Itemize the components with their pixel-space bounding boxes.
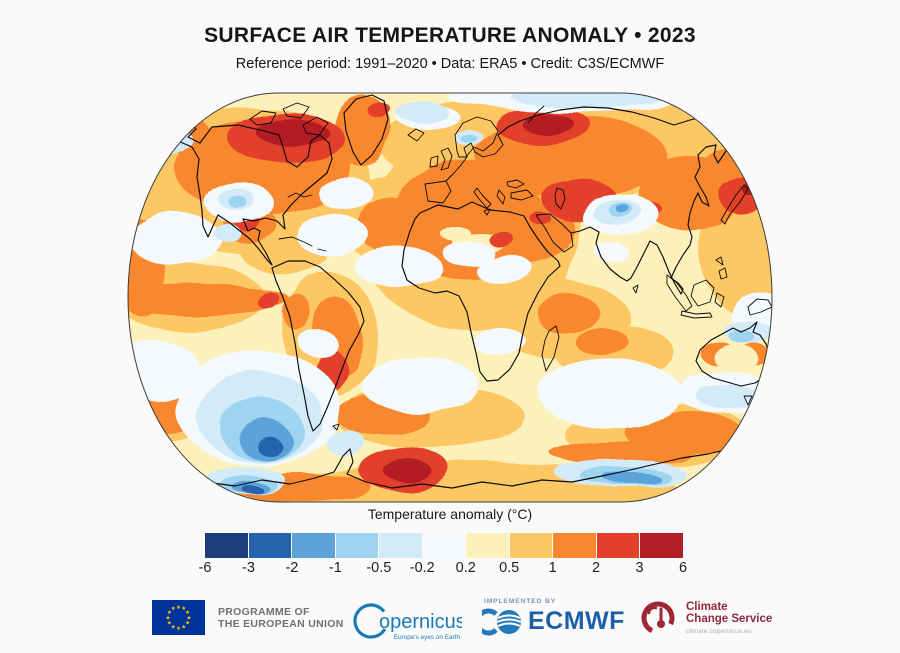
anomaly-world-map bbox=[0, 85, 900, 510]
map-body bbox=[128, 93, 772, 502]
legend-title: Temperature anomaly (°C) bbox=[367, 506, 533, 522]
legend-tick-label: -1 bbox=[328, 560, 342, 576]
copernicus-wordmark: opernicus bbox=[379, 611, 462, 633]
c3s-line1: Climate bbox=[686, 601, 728, 613]
legend-swatch bbox=[422, 533, 466, 558]
svg-text:★: ★ bbox=[166, 615, 171, 621]
legend-swatch bbox=[205, 533, 248, 558]
legend-tick-label: -2 bbox=[285, 560, 299, 576]
legend-ticks: -6 -3 -2 -1 -0.5 -0.2 0.2 0.5 1 2 3 6 bbox=[199, 560, 687, 577]
legend-tick-label: 6 bbox=[678, 560, 688, 576]
legend-swatch bbox=[640, 533, 684, 558]
legend: Temperature anomaly (°C) -6 -3 -2 -1 -0.5 -0.… bbox=[0, 506, 900, 576]
svg-text:★: ★ bbox=[181, 606, 186, 612]
eu-flag-icon: ★ ★★ ★★★ ★★★ ★★★ bbox=[152, 600, 205, 635]
climate-change-service-logo: Climate Change Service climate.copernicu… bbox=[638, 596, 772, 640]
svg-text:★: ★ bbox=[185, 621, 190, 627]
eu-programme-logo: ★ ★ ★ ★ ★ ★ ★ ★ ★ ★ ★ ★ PROGRAMME OF THE EUROPEA… bbox=[152, 600, 344, 635]
svg-text:★: ★ bbox=[167, 621, 172, 627]
svg-text:★: ★ bbox=[171, 624, 176, 630]
footer: ★ ★ ★ ★ ★ ★ ★ ★ ★ ★ ★ ★ PROGRAMME OF THE EUROPEA… bbox=[0, 594, 900, 646]
page-title: SURFACE AIR TEMPERATURE ANOMALY • 2023 bbox=[204, 24, 696, 47]
legend-tick-label: 0.5 bbox=[499, 560, 520, 576]
eu-programme-line2: THE EUROPEAN UNION bbox=[218, 617, 344, 630]
copernicus-tagline: Europe's eyes on Earth bbox=[394, 634, 461, 641]
svg-text:★: ★ bbox=[185, 610, 190, 616]
projection-outline bbox=[127, 92, 773, 503]
svg-text:★: ★ bbox=[171, 606, 176, 612]
legend-swatch bbox=[509, 533, 553, 558]
legend-bar bbox=[205, 533, 684, 558]
copernicus-logo-svg: opernicus Europe's eyes on Earth bbox=[353, 603, 462, 641]
legend-swatch bbox=[466, 533, 509, 558]
svg-text:★: ★ bbox=[187, 615, 192, 621]
svg-text:★: ★ bbox=[176, 626, 181, 632]
legend-tick-label: -0.2 bbox=[409, 560, 435, 576]
eu-programme-line1: PROGRAMME OF bbox=[218, 605, 310, 618]
legend-tick-label: -3 bbox=[242, 560, 255, 576]
implemented-by-label: IMPLEMENTED BY bbox=[484, 598, 556, 605]
ecmwf-globe-icon bbox=[482, 608, 522, 635]
svg-text:★: ★ bbox=[167, 610, 172, 616]
legend-tick-label: -6 bbox=[198, 560, 212, 576]
eu-programme-label: PROGRAMME OF THE EUROPEAN UNION bbox=[218, 606, 344, 630]
legend-tick-label: -0.5 bbox=[366, 560, 392, 576]
legend-swatch bbox=[379, 533, 422, 558]
legend-tick-label: 1 bbox=[548, 560, 557, 576]
legend-tick-label: 3 bbox=[635, 560, 644, 576]
legend-swatch bbox=[292, 533, 335, 558]
world-map-svg bbox=[127, 92, 773, 503]
legend-swatch bbox=[248, 533, 292, 558]
c3s-line2: Change Service bbox=[686, 613, 773, 625]
legend-swatch bbox=[335, 533, 379, 558]
ecmwf-wordmark: ECMWF bbox=[528, 607, 625, 635]
legend-tick-label: 2 bbox=[592, 560, 601, 576]
page-subtitle: Reference period: 1991–2020 • Data: ERA5… bbox=[235, 56, 665, 72]
ecmwf-logo: IMPLEMENTED BY ECMWF bbox=[482, 598, 625, 636]
copernicus-logo: opernicus Europe's eyes on Earth bbox=[350, 596, 462, 644]
c3s-thermometer-icon bbox=[641, 601, 675, 635]
c3s-url: climate.copernicus.eu bbox=[686, 628, 752, 635]
legend-swatch bbox=[553, 533, 596, 558]
c3s-label: Climate Change Service climate.copernicu… bbox=[686, 601, 772, 635]
header: SURFACE AIR TEMPERATURE ANOMALY • 2023 R… bbox=[0, 0, 900, 72]
svg-text:★: ★ bbox=[176, 605, 181, 611]
legend-tick-label: 0.2 bbox=[455, 560, 476, 576]
legend-swatch bbox=[596, 533, 640, 558]
svg-text:★: ★ bbox=[181, 624, 186, 630]
